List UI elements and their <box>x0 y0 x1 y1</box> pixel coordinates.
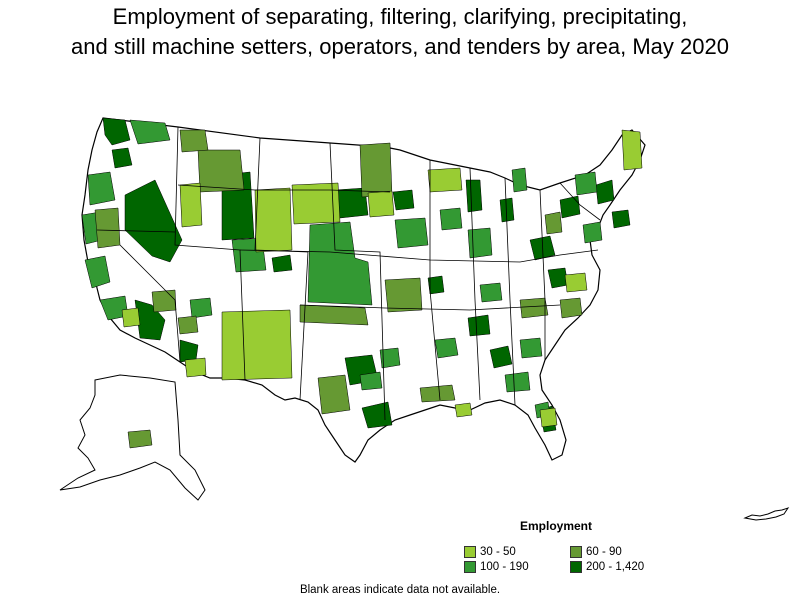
hawaii-islands <box>743 507 790 521</box>
legend-swatch <box>464 561 476 573</box>
blank-areas-note: Blank areas indicate data not available. <box>299 584 501 596</box>
legend-label: 30 - 50 <box>480 546 516 558</box>
areas-100-190 <box>81 119 603 419</box>
legend-swatch <box>464 546 476 558</box>
legend-swatch <box>570 561 582 573</box>
map-title: Employment of separating, filtering, cla… <box>0 2 800 62</box>
legend-item-200-1420: 200 - 1,420 <box>570 561 644 573</box>
legend-item-100-190: 100 - 190 <box>464 561 529 573</box>
legend-label: 60 - 90 <box>586 546 622 558</box>
legend-label: 100 - 190 <box>480 561 529 573</box>
legend-swatch <box>570 546 582 558</box>
title-line-2: and still machine setters, operators, an… <box>71 34 729 59</box>
title-line-1: Employment of separating, filtering, cla… <box>112 4 688 29</box>
areas-200-1420 <box>102 117 631 433</box>
legend-item-30-50: 30 - 50 <box>464 546 516 558</box>
legend-item-60-90: 60 - 90 <box>570 546 622 558</box>
legend-label: 200 - 1,420 <box>586 561 645 573</box>
state-boundaries <box>96 126 601 421</box>
legend-title: Employment <box>520 519 593 533</box>
areas-30-50 <box>121 129 643 428</box>
